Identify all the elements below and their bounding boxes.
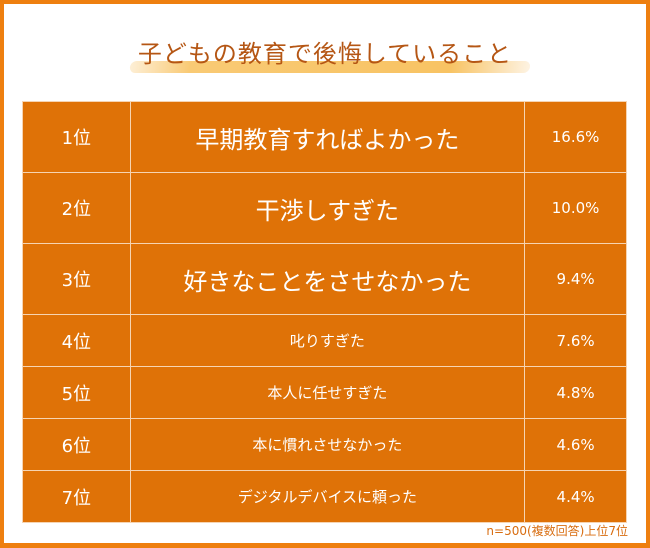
percent-cell: 7.6% (524, 314, 627, 367)
item-cell: 早期教育すればよかった (129, 101, 526, 173)
table-row: 2位 干渉しすぎた 10.0% (22, 172, 627, 244)
table-row: 4位 叱りすぎた 7.6% (22, 314, 627, 367)
rank-cell: 6位 (22, 418, 131, 471)
item-cell: デジタルデバイスに頼った (129, 470, 526, 523)
percent-cell: 4.8% (524, 366, 627, 419)
item-cell: 本に慣れさせなかった (129, 418, 526, 471)
table-row: 1位 早期教育すればよかった 16.6% (22, 101, 627, 173)
percent-cell: 16.6% (524, 101, 627, 173)
percent-cell: 4.4% (524, 470, 627, 523)
title-banner: 子どもの教育で後悔していること (120, 28, 531, 78)
item-cell: 好きなことをさせなかった (129, 243, 526, 315)
rank-cell: 2位 (22, 172, 131, 244)
rank-cell: 3位 (22, 243, 131, 315)
item-cell: 干渉しすぎた (129, 172, 526, 244)
table-row: 7位 デジタルデバイスに頼った 4.4% (22, 470, 627, 523)
item-cell: 本人に任せすぎた (129, 366, 526, 419)
rank-cell: 4位 (22, 314, 131, 367)
rank-cell: 5位 (22, 366, 131, 419)
sample-size-note: n=500(複数回答)上位7位 (486, 524, 628, 538)
page-title: 子どもの教育で後悔していること (137, 40, 513, 68)
table-row: 3位 好きなことをさせなかった 9.4% (22, 243, 627, 315)
percent-cell: 9.4% (524, 243, 627, 315)
table-row: 6位 本に慣れさせなかった 4.6% (22, 418, 627, 471)
table-row: 5位 本人に任せすぎた 4.8% (22, 366, 627, 419)
rank-cell: 7位 (22, 470, 131, 523)
item-cell: 叱りすぎた (129, 314, 526, 367)
rank-cell: 1位 (22, 101, 131, 173)
percent-cell: 10.0% (524, 172, 627, 244)
ranking-table: 1位 早期教育すればよかった 16.6% 2位 干渉しすぎた 10.0% 3位 … (22, 101, 627, 523)
percent-cell: 4.6% (524, 418, 627, 471)
